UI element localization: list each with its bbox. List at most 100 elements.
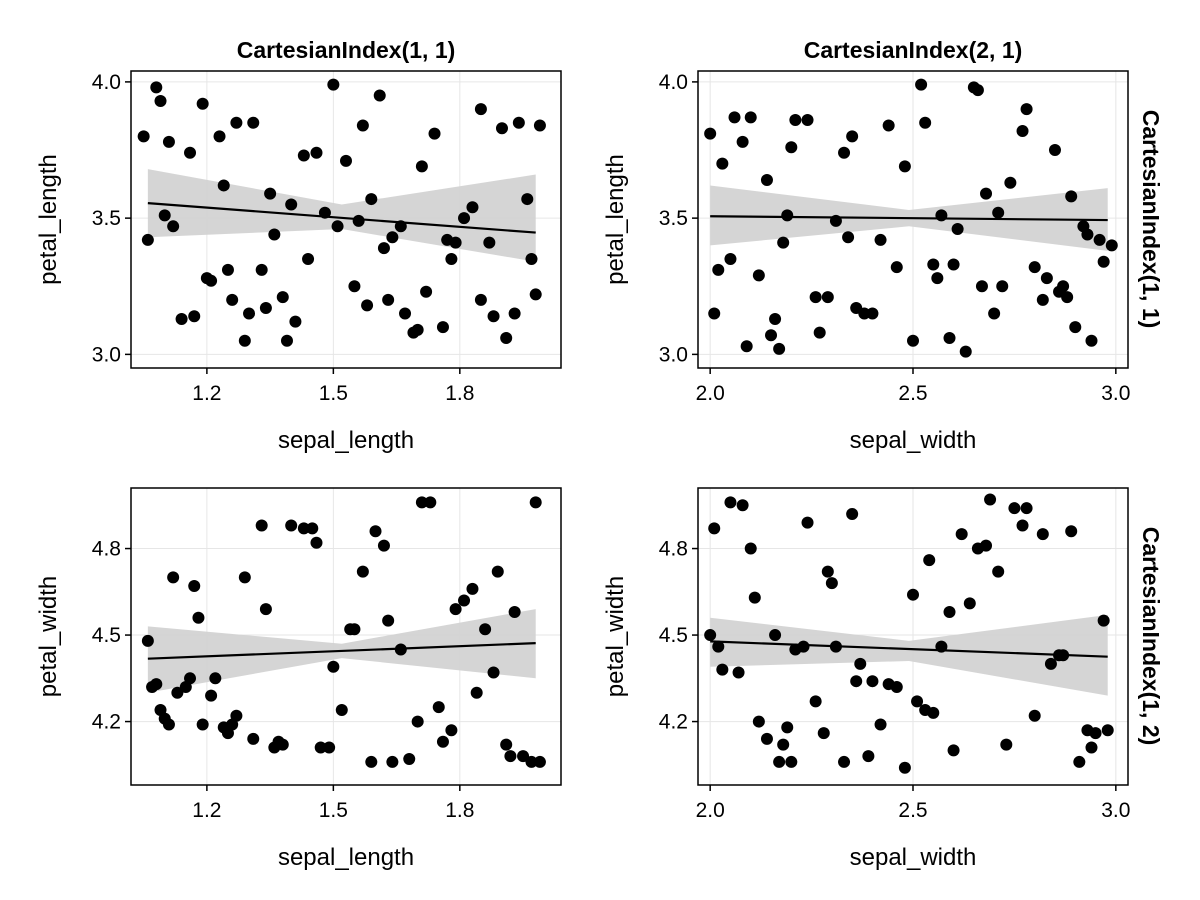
data-point [137,130,150,143]
confidence-band [710,614,1108,696]
data-point [517,750,530,763]
data-point [377,242,390,255]
data-point [716,157,729,170]
data-point [907,334,919,347]
y-axis-label: petal_width [35,576,62,697]
data-point [361,299,374,312]
data-point [1020,502,1033,515]
y-tick-label: 4.5 [92,624,121,647]
y-tick-label: 4.5 [659,624,688,647]
panel-row2-col1: 1.2 1.5 1.8 4.2 4.5 4.8 sepal_length petal_widt… [35,487,562,871]
x-axis-label: sepal_length [278,844,414,871]
x-tick-label: 3.0 [1101,799,1130,822]
data-point [302,253,315,266]
y-tick-label: 3.0 [659,343,688,366]
data-point [744,111,757,124]
data-point [141,233,154,246]
data-point [529,496,542,509]
x-tick-label: 2.5 [898,382,927,405]
data-point [781,209,794,222]
axes-frame [130,70,562,369]
data-point [247,116,260,129]
data-point [196,97,209,110]
data-point [1085,334,1098,347]
data-point [230,116,243,129]
data-point [1016,519,1029,532]
data-point [424,496,437,509]
data-point [947,258,960,271]
data-point [1020,103,1033,116]
plot-area [137,78,546,347]
x-axis-label: sepal_width [850,427,977,454]
data-point [213,130,226,143]
data-point [988,307,1001,320]
data-point [255,263,268,276]
data-point [996,280,1009,293]
data-point [1093,233,1106,246]
data-point [285,198,298,211]
data-point [238,334,251,347]
data-point [285,519,298,532]
row-title-1: CartesianIndex(1, 1) [1138,110,1164,329]
data-point [874,233,887,246]
data-point [436,735,449,748]
data-point [850,675,863,688]
data-point [1008,502,1021,515]
data-point [458,212,471,225]
data-point [1081,724,1094,737]
x-tick-label: 2.5 [898,799,927,822]
data-point [280,334,293,347]
data-point [712,263,725,276]
data-point [217,179,230,192]
data-point [500,332,513,345]
data-point [846,507,859,520]
data-point [188,310,201,323]
data-point [340,154,352,167]
y-axis-label: petal_width [602,576,629,697]
data-point [951,223,964,236]
plot-area [704,78,1118,358]
data-point [445,724,458,737]
data-point [1028,261,1041,274]
data-point [466,201,479,214]
data-point [890,261,903,274]
data-point [801,114,814,127]
data-point [226,293,239,306]
x-tick-label: 1.8 [445,799,474,822]
data-point [866,675,879,688]
data-point [858,307,871,320]
column-title-1: CartesianIndex(1, 1) [237,37,456,63]
data-point [415,160,428,173]
y-tick-label: 4.2 [659,711,688,734]
data-point [1028,709,1041,722]
data-point [744,542,757,555]
data-point [521,193,534,206]
data-point [487,666,500,679]
data-point [1073,755,1086,768]
data-point [386,231,399,244]
data-point [175,312,188,325]
data-point [846,130,859,143]
data-point [777,236,790,249]
data-point [255,519,268,532]
data-point [728,111,741,124]
data-point [314,741,327,754]
x-tick-label: 2.0 [696,382,725,405]
data-point [907,588,919,601]
data-point [854,657,867,670]
panels: 1.2 1.5 1.8 3.0 3.5 4.0 sepal_length petal_leng… [35,70,1130,871]
x-tick-label: 3.0 [1101,382,1130,405]
data-point [289,315,302,328]
data-point [323,741,336,754]
data-point [975,280,988,293]
data-point [1069,321,1082,334]
x-tick-label: 2.0 [696,799,725,822]
data-point [842,231,855,244]
data-point [154,94,167,107]
data-point [874,718,887,731]
data-point [512,116,525,129]
data-point [356,565,369,578]
data-point [192,611,205,624]
data-point [785,755,798,768]
